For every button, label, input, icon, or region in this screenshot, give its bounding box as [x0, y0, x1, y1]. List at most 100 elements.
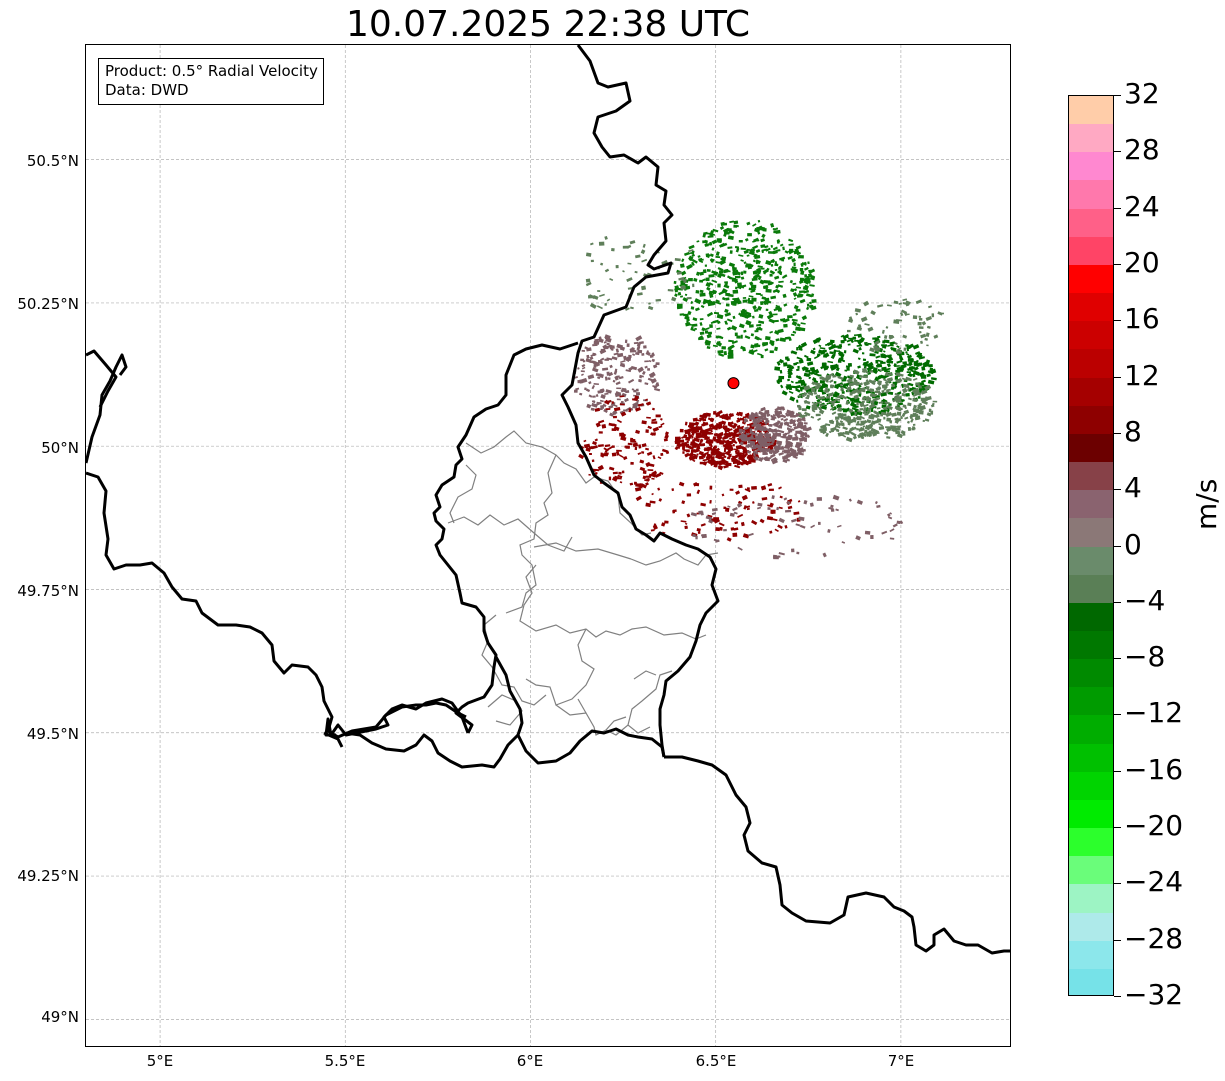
district-boundary [555, 704, 651, 736]
echo-pixel [832, 374, 837, 378]
echo-pixel [792, 330, 797, 334]
echo-pixel [647, 368, 651, 371]
echo-pixel [625, 307, 630, 311]
echo-pixel [802, 286, 809, 291]
echo-pixel [906, 353, 910, 356]
echo-pixel [779, 495, 783, 499]
echo-pixel [721, 346, 726, 350]
echo-pixel [738, 254, 744, 257]
radar-site-marker [727, 377, 740, 390]
echo-pixel [866, 409, 871, 414]
echo-pixel [774, 407, 780, 412]
echo-pixel [778, 486, 782, 490]
echo-pixel [801, 408, 807, 412]
echo-pixel [843, 375, 848, 379]
echo-pixel [787, 255, 793, 260]
echo-pixel [699, 443, 706, 447]
radar-map[interactable] [86, 45, 1011, 1047]
echo-pixel [859, 374, 864, 379]
echo-pixel [651, 375, 654, 378]
echo-pixel [709, 253, 714, 258]
map-panel[interactable]: Product: 0.5° Radial Velocity Data: DWD [85, 44, 1011, 1047]
echo-pixel [789, 418, 794, 422]
district-boundary [605, 716, 627, 731]
echo-pixel [837, 395, 842, 399]
echo-pixel [801, 366, 806, 372]
echo-pixel [717, 350, 724, 354]
echo-pixel [750, 344, 755, 349]
echo-pixel [711, 239, 718, 245]
colorbar-segment [1069, 574, 1113, 603]
echo-pixel [702, 458, 707, 462]
echo-pixel [925, 332, 930, 337]
echo-pixel [724, 282, 728, 286]
echo-pixel [627, 262, 632, 265]
echo-pixel [689, 455, 696, 461]
echo-pixel [773, 230, 777, 234]
echo-pixel [709, 241, 713, 246]
echo-pixel [712, 436, 717, 441]
echo-pixel [719, 225, 725, 230]
echo-pixel [604, 392, 609, 395]
echo-pixel [678, 481, 685, 487]
echo-pixel [755, 444, 760, 449]
echo-pixel [702, 421, 709, 427]
echo-pixel [711, 453, 716, 456]
echo-pixel [860, 336, 865, 342]
echo-pixel [770, 244, 773, 248]
echo-pixel [658, 498, 663, 502]
echo-pixel [752, 270, 758, 275]
echo-pixel [630, 365, 638, 371]
echo-pixel [824, 387, 828, 391]
echo-pixel [651, 421, 658, 424]
echo-pixel [773, 319, 779, 323]
radar-site[interactable] [727, 377, 740, 390]
echo-pixel [907, 358, 914, 362]
echo-pixel [757, 265, 763, 268]
echo-pixel [789, 396, 796, 402]
echo-pixel [792, 292, 798, 297]
echo-pixel [654, 472, 662, 478]
echo-pixel [865, 386, 870, 390]
echo-pixel [824, 388, 830, 394]
echo-pixel [645, 482, 649, 486]
echo-pixel [645, 447, 650, 451]
echo-pixel [725, 450, 732, 455]
echo-pixel [688, 434, 693, 437]
echo-pixel [659, 471, 664, 475]
echo-pixel [764, 245, 769, 249]
echo-pixel [592, 395, 596, 398]
echo-pixel [739, 441, 744, 446]
echo-pixel [853, 377, 857, 382]
echo-pixel [852, 336, 857, 340]
echo-pixel [783, 362, 788, 367]
echo-pixel [682, 297, 689, 303]
echo-pixel [588, 381, 592, 385]
echo-pixel [863, 300, 870, 307]
echo-pixel [581, 349, 585, 352]
echo-pixel [813, 391, 818, 395]
echo-pixel [795, 413, 799, 418]
echo-pixel [756, 323, 762, 327]
echo-pixel [811, 381, 816, 386]
echo-pixel [894, 342, 898, 345]
echo-pixel [928, 305, 933, 309]
echo-pixel [727, 456, 731, 460]
echo-pixel [658, 425, 663, 429]
echo-pixel [648, 473, 652, 477]
echo-pixel [641, 285, 647, 291]
echo-pixel [881, 530, 888, 535]
echo-pixel [846, 339, 852, 343]
echo-pixel [754, 335, 760, 341]
echo-pixel [907, 402, 912, 407]
echo-pixel [854, 411, 857, 416]
echo-pixel [704, 436, 710, 440]
echo-pixel [805, 372, 811, 377]
echo-pixel [640, 249, 646, 255]
echo-pixel [617, 474, 623, 479]
echo-pixel [652, 470, 658, 476]
echo-pixel [775, 305, 781, 311]
echo-pixel [760, 354, 764, 359]
echo-pixel [616, 449, 622, 452]
echo-pixel [612, 471, 618, 475]
